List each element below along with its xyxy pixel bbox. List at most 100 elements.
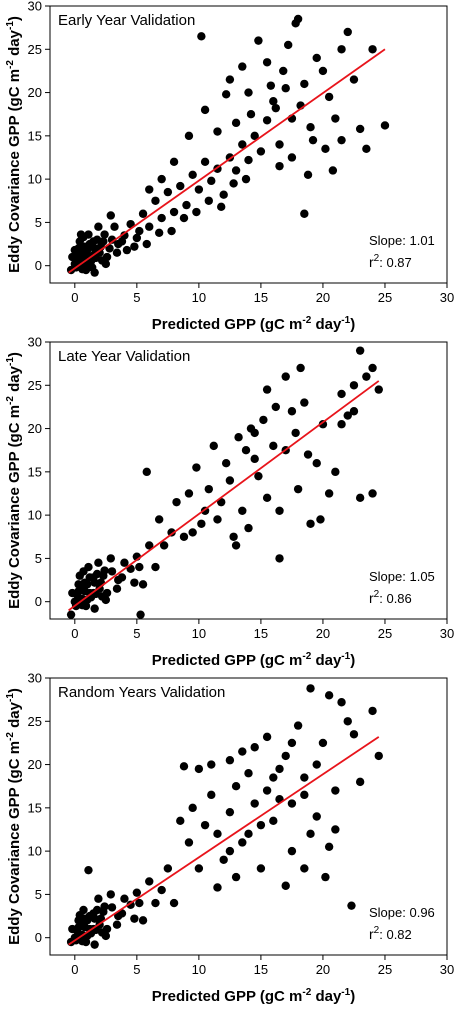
- data-point: [337, 389, 346, 399]
- data-point: [207, 760, 216, 769]
- data-point: [157, 213, 166, 223]
- data-point: [300, 79, 309, 89]
- y-tick-label: 20: [28, 757, 42, 772]
- data-point: [316, 515, 325, 524]
- data-point: [355, 493, 365, 503]
- data-point: [229, 532, 238, 541]
- data-point: [306, 519, 315, 528]
- data-point: [192, 207, 201, 217]
- data-point: [130, 914, 139, 923]
- data-point: [163, 187, 173, 197]
- data-point: [154, 515, 164, 524]
- data-point: [262, 58, 272, 67]
- data-point: [225, 476, 235, 485]
- data-point: [94, 222, 103, 231]
- data-point: [281, 881, 290, 890]
- data-point: [231, 541, 241, 550]
- data-point: [89, 573, 98, 582]
- data-point: [135, 898, 144, 908]
- data-point: [246, 110, 256, 119]
- data-point: [163, 864, 173, 873]
- data-point: [343, 717, 352, 726]
- data-point: [117, 573, 127, 582]
- data-point: [167, 226, 176, 236]
- y-tick-label: 30: [28, 335, 42, 350]
- data-point: [107, 235, 117, 244]
- data-point: [238, 747, 247, 756]
- data-point: [293, 721, 303, 730]
- x-tick-label: 15: [254, 626, 268, 641]
- data-point: [250, 799, 259, 808]
- data-point: [241, 174, 251, 184]
- y-axis-label: Eddy Covariance GPP (gC m-2 day-1): [5, 688, 23, 945]
- x-tick-label: 0: [71, 626, 78, 641]
- data-point: [312, 53, 321, 63]
- data-point: [106, 890, 115, 899]
- data-point: [374, 751, 383, 761]
- data-point: [145, 541, 154, 550]
- data-point: [337, 420, 346, 429]
- data-point: [112, 920, 122, 929]
- data-point: [231, 872, 241, 882]
- data-point: [76, 230, 86, 239]
- scatter-points: [66, 14, 390, 277]
- data-point: [79, 584, 88, 593]
- data-point: [250, 743, 259, 752]
- y-tick-label: 15: [28, 128, 42, 143]
- x-axis-label: Predicted GPP (gC m-2 day-1): [152, 651, 355, 669]
- data-point: [256, 820, 266, 830]
- data-point: [107, 567, 117, 576]
- data-point: [269, 773, 278, 782]
- data-point: [167, 528, 176, 537]
- data-point: [126, 219, 135, 229]
- data-point: [244, 769, 253, 778]
- data-point: [241, 446, 251, 455]
- data-point: [337, 135, 346, 145]
- data-point: [291, 428, 300, 438]
- data-point: [331, 825, 340, 834]
- data-point: [151, 562, 160, 572]
- data-point: [355, 346, 365, 355]
- x-tick-label: 30: [440, 962, 454, 977]
- data-point: [197, 519, 206, 528]
- data-point: [151, 196, 160, 205]
- data-point: [331, 467, 340, 477]
- data-point: [179, 532, 189, 541]
- data-point: [287, 738, 297, 748]
- data-point: [78, 936, 87, 946]
- data-point: [287, 799, 297, 808]
- data-point: [179, 213, 189, 223]
- data-point: [269, 97, 278, 106]
- data-point: [107, 903, 117, 912]
- y-tick-label: 15: [28, 464, 42, 479]
- y-tick-label: 20: [28, 421, 42, 436]
- data-point: [231, 118, 241, 128]
- data-point: [250, 428, 259, 438]
- data-point: [219, 190, 228, 199]
- data-point: [318, 420, 328, 429]
- data-point: [312, 760, 321, 769]
- data-point: [182, 200, 191, 210]
- data-point: [101, 931, 111, 941]
- data-point: [100, 566, 109, 575]
- y-tick-label: 5: [35, 551, 42, 566]
- data-point: [68, 588, 77, 598]
- data-point: [368, 45, 377, 54]
- y-tick-label: 25: [28, 714, 42, 729]
- x-tick-label: 15: [254, 290, 268, 305]
- data-point: [362, 144, 371, 154]
- data-point: [324, 691, 334, 700]
- data-point: [89, 237, 98, 246]
- data-point: [238, 506, 247, 515]
- data-point: [225, 846, 235, 856]
- data-point: [145, 877, 154, 886]
- data-point: [281, 372, 290, 381]
- data-point: [324, 842, 334, 851]
- panel-title: Late Year Validation: [58, 348, 190, 365]
- x-tick-label: 25: [378, 290, 392, 305]
- data-point: [225, 756, 235, 765]
- data-point: [287, 407, 297, 416]
- y-tick-label: 30: [28, 671, 42, 686]
- data-point: [138, 580, 148, 589]
- data-point: [300, 790, 309, 800]
